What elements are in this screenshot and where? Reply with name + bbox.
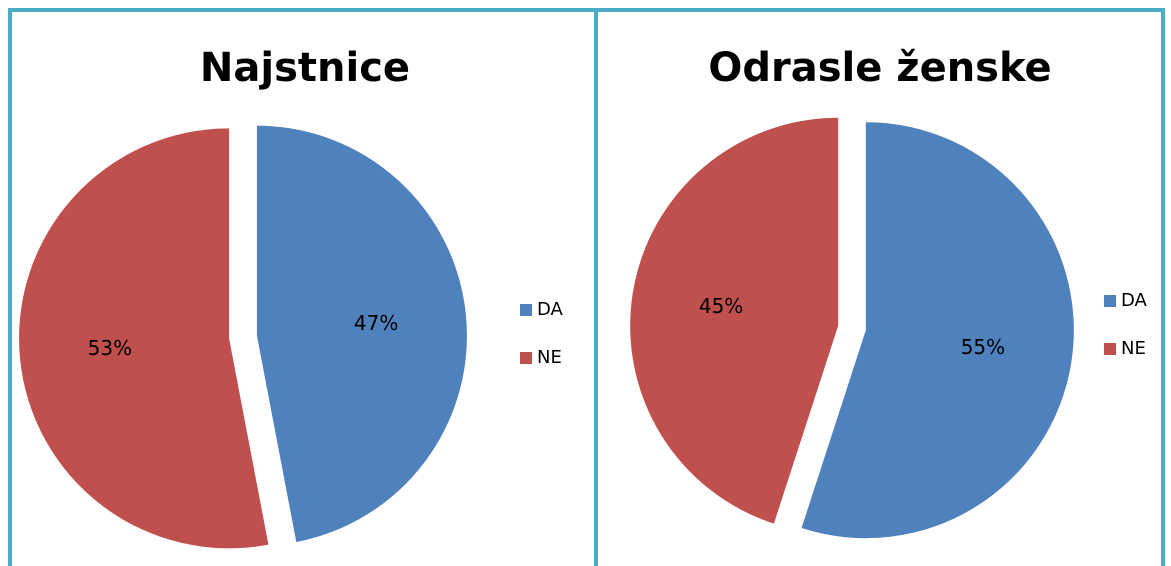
pie-slice	[256, 125, 467, 542]
chart-title: Najstnice	[200, 45, 410, 91]
legend-label: NE	[1121, 338, 1146, 359]
data-label: 47%	[354, 311, 398, 335]
legend-swatch	[1104, 295, 1116, 307]
pie-slice	[630, 117, 839, 524]
legend-swatch	[1104, 343, 1116, 355]
data-label: 45%	[699, 294, 743, 318]
legend-label: NE	[537, 347, 562, 368]
pie-slice	[801, 122, 1074, 539]
data-label: 53%	[88, 336, 132, 360]
panel-border	[8, 8, 1165, 566]
legend-swatch	[520, 352, 532, 364]
pie-slice	[19, 128, 269, 549]
legend-label: DA	[1121, 290, 1148, 311]
legend-label: DA	[537, 299, 564, 320]
chart-title: Odrasle ženske	[708, 45, 1051, 91]
legend-swatch	[520, 304, 532, 316]
data-label: 55%	[961, 335, 1005, 359]
